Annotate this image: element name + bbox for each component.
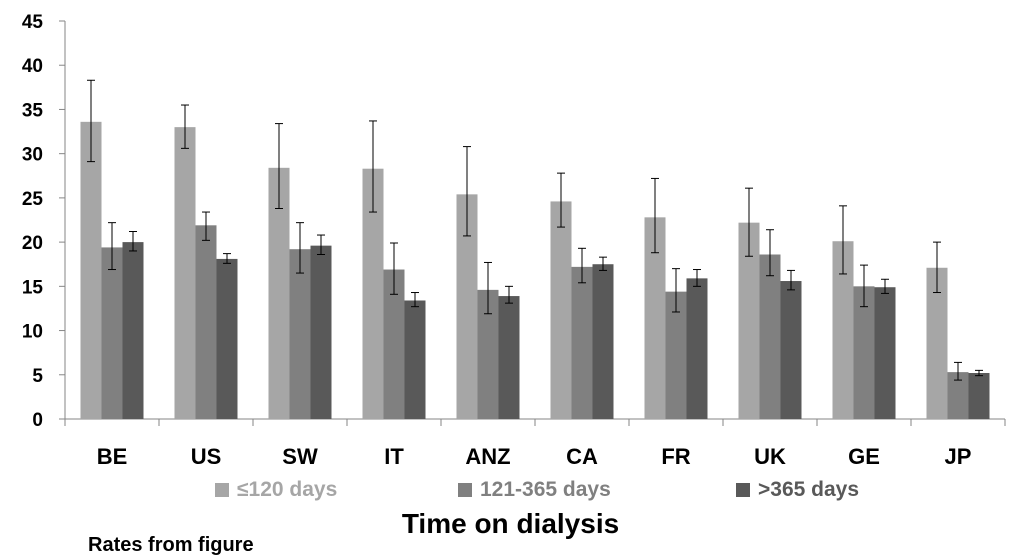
bar-anz-series-3 [498,296,520,419]
legend-item-series-1: ≤120 days [215,478,337,502]
chart-bars [80,121,990,420]
x-axis-title: Time on dialysis [401,508,620,539]
legend: ≤120 days 121-365 days >365 days [0,478,1021,508]
bar-ca-series-3 [592,264,614,419]
y-tick-label: 35 [22,100,44,121]
x-tick-label-jp: JP [945,444,972,469]
x-tick-label-sw: SW [282,444,318,469]
y-tick-label: 5 [32,366,43,387]
bar-fr-series-2 [665,291,687,419]
bar-ca-series-1 [550,201,572,419]
bar-chart: 0 5 10 15 20 25 30 35 40 45 BE US SW IT ANZ CA FR UK GE JP [22,12,1006,469]
bar-be-series-3 [122,242,144,419]
bar-sw-series-2 [289,249,311,419]
legend-swatch-series-2 [458,483,472,497]
bar-anz-series-1 [456,194,478,419]
bar-us-series-3 [216,258,238,419]
y-tick-label: 0 [32,410,43,431]
bar-ge-series-1 [832,241,854,419]
legend-swatch-series-1 [215,483,229,497]
bar-be-series-2 [101,247,123,419]
bar-us-series-2 [195,225,217,419]
chart-error-bars [87,79,983,381]
y-tick-label: 25 [22,189,44,210]
y-tick-label: 30 [22,145,43,166]
bar-ca-series-2 [571,266,593,419]
legend-item-series-3: >365 days [736,478,859,502]
legend-swatch-series-3 [736,483,750,497]
bar-ge-series-3 [874,287,896,419]
y-tick-label: 20 [22,233,43,254]
bar-us-series-1 [174,127,196,419]
x-tick-label-fr: FR [661,444,690,469]
bar-jp-series-1 [926,267,948,419]
x-tick-label-be: BE [97,444,128,469]
legend-item-series-2: 121-365 days [458,478,611,502]
y-tick-label: 15 [22,277,44,298]
y-tick-label: 10 [22,322,43,343]
bar-uk-series-1 [738,222,760,419]
y-axis-tick-labels: 0 5 10 15 20 25 30 35 40 45 [22,12,44,431]
y-tick-label: 45 [22,12,44,33]
legend-label-series-3: >365 days [758,478,860,501]
bar-anz-series-2 [477,289,499,419]
bar-ge-series-2 [853,286,875,419]
bar-uk-series-2 [759,254,781,419]
x-tick-label-uk: UK [754,444,786,469]
bar-it-series-1 [362,168,384,419]
legend-label-series-1: ≤120 days [237,478,338,501]
x-tick-label-ca: CA [566,444,598,469]
x-tick-label-anz: ANZ [465,444,510,469]
bar-it-series-3 [404,300,426,419]
bar-sw-series-1 [268,167,290,419]
y-tick-label: 40 [22,56,43,77]
bar-uk-series-3 [780,281,802,419]
bar-it-series-2 [383,269,405,419]
bar-jp-series-2 [947,372,969,419]
x-tick-label-ge: GE [848,444,880,469]
x-tick-label-it: IT [384,444,404,469]
bar-fr-series-3 [686,278,708,419]
bar-fr-series-1 [644,217,666,419]
x-axis-tick-labels: BE US SW IT ANZ CA FR UK GE JP [97,444,972,469]
bar-sw-series-3 [310,245,332,419]
bar-be-series-1 [80,121,102,420]
bar-jp-series-3 [968,373,990,419]
x-tick-label-us: US [191,444,222,469]
legend-label-series-2: 121-365 days [480,478,611,501]
